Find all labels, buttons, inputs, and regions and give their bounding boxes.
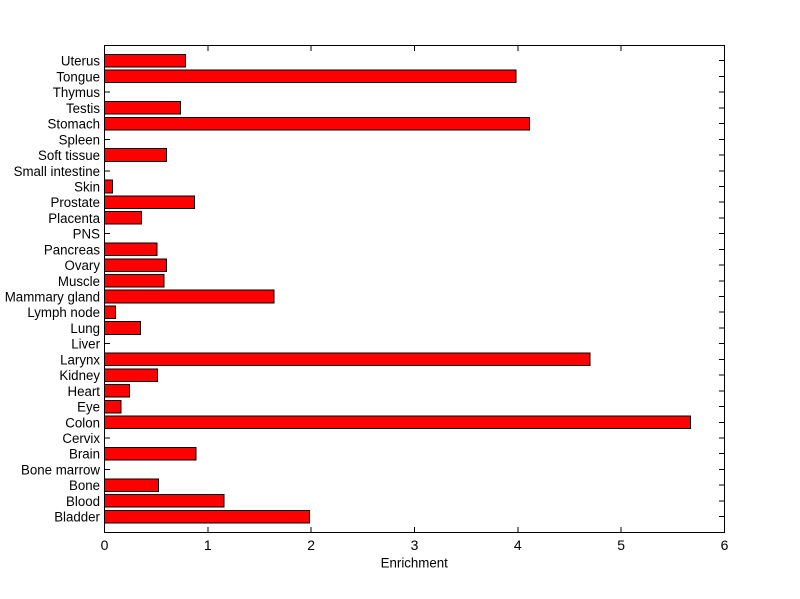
svg-text:Tongue: Tongue <box>56 69 100 84</box>
svg-text:5: 5 <box>617 537 625 553</box>
svg-text:1: 1 <box>204 537 212 553</box>
svg-text:Bone: Bone <box>69 478 100 493</box>
svg-text:Uterus: Uterus <box>61 53 100 68</box>
svg-text:2: 2 <box>307 537 315 553</box>
svg-text:Spleen: Spleen <box>59 132 100 147</box>
svg-text:Brain: Brain <box>69 446 100 461</box>
svg-text:Stomach: Stomach <box>48 116 100 131</box>
svg-text:Lung: Lung <box>70 321 100 336</box>
svg-text:Eye: Eye <box>77 399 100 414</box>
svg-text:Lymph node: Lymph node <box>27 305 100 320</box>
svg-text:Bone marrow: Bone marrow <box>21 462 100 477</box>
svg-text:3: 3 <box>411 537 419 553</box>
svg-text:Kidney: Kidney <box>59 368 100 383</box>
svg-text:Testis: Testis <box>66 101 100 116</box>
svg-text:PNS: PNS <box>73 226 100 241</box>
svg-text:Muscle: Muscle <box>58 273 100 288</box>
svg-text:Enrichment: Enrichment <box>381 555 448 570</box>
svg-text:Cervix: Cervix <box>62 431 100 446</box>
svg-text:Placenta: Placenta <box>48 211 100 226</box>
svg-text:Thymus: Thymus <box>53 85 100 100</box>
svg-text:Heart: Heart <box>68 384 101 399</box>
svg-text:Bladder: Bladder <box>54 509 100 524</box>
svg-text:Small intestine: Small intestine <box>14 163 100 178</box>
svg-text:Soft tissue: Soft tissue <box>38 148 100 163</box>
svg-text:Blood: Blood <box>66 494 100 509</box>
svg-text:6: 6 <box>721 537 729 553</box>
svg-text:Mammary gland: Mammary gland <box>5 289 100 304</box>
svg-text:Liver: Liver <box>71 336 100 351</box>
svg-text:0: 0 <box>101 537 109 553</box>
svg-text:Pancreas: Pancreas <box>44 242 100 257</box>
svg-text:Larynx: Larynx <box>60 352 100 367</box>
svg-text:Colon: Colon <box>65 415 100 430</box>
svg-text:Skin: Skin <box>74 179 100 194</box>
svg-text:4: 4 <box>514 537 522 553</box>
svg-text:Prostate: Prostate <box>51 195 100 210</box>
svg-text:Ovary: Ovary <box>65 258 101 273</box>
